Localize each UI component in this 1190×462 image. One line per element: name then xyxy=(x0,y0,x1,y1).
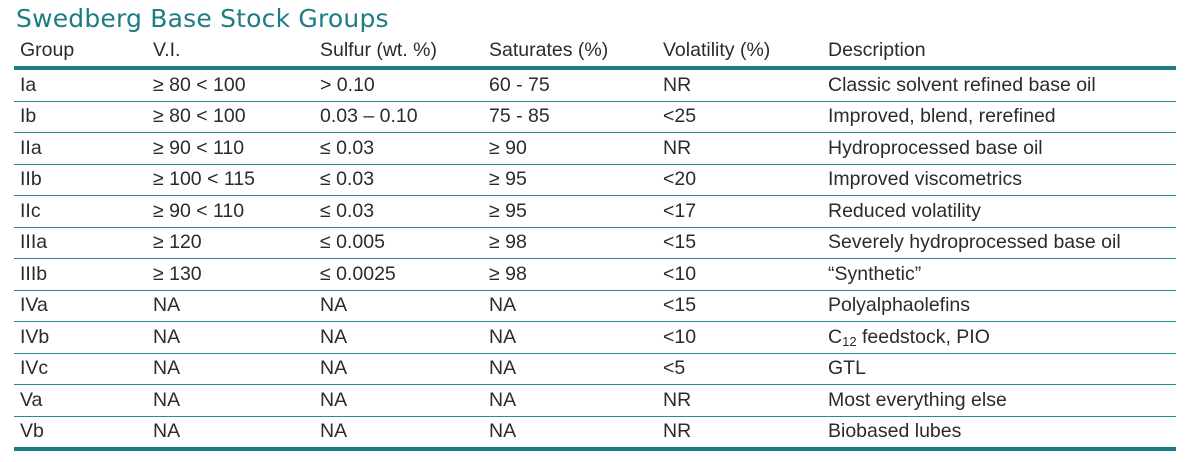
cell-saturates: ≥ 95 xyxy=(483,164,657,196)
cell-description: Hydroprocessed base oil xyxy=(822,132,1176,165)
formula-prefix: C xyxy=(828,325,843,348)
cell-saturates: NA xyxy=(483,384,657,417)
cell-sulfur: ≤ 0.005 xyxy=(314,227,483,259)
cell-volatility: <15 xyxy=(657,227,822,259)
cell-group: IVb xyxy=(14,321,147,354)
cell-group: IIIb xyxy=(14,258,147,291)
cell-saturates: NA xyxy=(483,353,657,385)
cell-volatility: NR xyxy=(657,416,822,451)
cell-saturates: 75 - 85 xyxy=(483,101,657,133)
cell-vi: ≥ 80 < 100 xyxy=(147,68,314,102)
cell-description: GTL xyxy=(822,353,1176,385)
cell-vi: NA xyxy=(147,416,314,451)
cell-description: “Synthetic” xyxy=(822,258,1176,291)
cell-description: Most everything else xyxy=(822,384,1176,417)
cell-sulfur: NA xyxy=(314,290,483,322)
cell-saturates: ≥ 90 xyxy=(483,132,657,165)
cell-vi: ≥ 130 xyxy=(147,258,314,291)
cell-group: IVc xyxy=(14,353,147,385)
header-vi: V.I. xyxy=(147,35,314,70)
cell-saturates: ≥ 95 xyxy=(483,195,657,228)
cell-vi: ≥ 90 < 110 xyxy=(147,132,314,165)
cell-sulfur: ≤ 0.03 xyxy=(314,195,483,228)
cell-sulfur: > 0.10 xyxy=(314,68,483,102)
table-row: Va NA NA NA NR Most everything else xyxy=(14,384,1176,417)
table-row: IIIb ≥ 130 ≤ 0.0025 ≥ 98 <10 “Synthetic” xyxy=(14,258,1176,291)
cell-vi: NA xyxy=(147,321,314,354)
table-title: Swedberg Base Stock Groups xyxy=(16,4,389,33)
cell-vi: ≥ 100 < 115 xyxy=(147,164,314,196)
table-row: Vb NA NA NA NR Biobased lubes xyxy=(14,416,1176,451)
cell-saturates: NA xyxy=(483,290,657,322)
formula-subscript: 12 xyxy=(842,333,857,349)
cell-volatility: <10 xyxy=(657,321,822,354)
cell-group: Vb xyxy=(14,416,147,451)
cell-vi: ≥ 120 xyxy=(147,227,314,259)
table-row: IVa NA NA NA <15 Polyalphaolefins xyxy=(14,290,1176,322)
cell-saturates: NA xyxy=(483,416,657,451)
header-description: Description xyxy=(822,35,1176,70)
cell-group: Ib xyxy=(14,101,147,133)
cell-sulfur: NA xyxy=(314,416,483,451)
table-row: IIb ≥ 100 < 115 ≤ 0.03 ≥ 95 <20 Improved visc… xyxy=(14,164,1176,196)
header-row: Group V.I. Sulfur (wt. %) Saturates (%) … xyxy=(14,35,1176,70)
cell-group: IIc xyxy=(14,195,147,228)
table-row: IVb NA NA NA <10 C12 feedstock, PIO xyxy=(14,321,1176,354)
cell-description: Polyalphaolefins xyxy=(822,290,1176,322)
cell-saturates: 60 - 75 xyxy=(483,68,657,102)
cell-volatility: NR xyxy=(657,384,822,417)
cell-volatility: <25 xyxy=(657,101,822,133)
cell-sulfur: NA xyxy=(314,321,483,354)
table-body: Ia ≥ 80 < 100 > 0.10 60 - 75 NR Classic solve… xyxy=(14,68,1176,451)
cell-vi: ≥ 80 < 100 xyxy=(147,101,314,133)
cell-saturates: NA xyxy=(483,321,657,354)
cell-sulfur: 0.03 – 0.10 xyxy=(314,101,483,133)
cell-vi: NA xyxy=(147,353,314,385)
table-row: Ia ≥ 80 < 100 > 0.10 60 - 75 NR Classic solve… xyxy=(14,68,1176,102)
cell-sulfur: NA xyxy=(314,384,483,417)
cell-vi: NA xyxy=(147,384,314,417)
header-volatility: Volatility (%) xyxy=(657,35,822,70)
cell-description: Classic solvent refined base oil xyxy=(822,68,1176,102)
table-row: IIIa ≥ 120 ≤ 0.005 ≥ 98 <15 Severely hydropro… xyxy=(14,227,1176,259)
cell-group: IIb xyxy=(14,164,147,196)
formula-suffix: feedstock, PIO xyxy=(856,325,990,348)
cell-description: Reduced volatility xyxy=(822,195,1176,228)
cell-sulfur: ≤ 0.0025 xyxy=(314,258,483,291)
cell-saturates: ≥ 98 xyxy=(483,227,657,259)
base-stock-table: Group V.I. Sulfur (wt. %) Saturates (%) … xyxy=(14,35,1176,451)
cell-saturates: ≥ 98 xyxy=(483,258,657,291)
header-saturates: Saturates (%) xyxy=(483,35,657,70)
cell-vi: NA xyxy=(147,290,314,322)
cell-sulfur: ≤ 0.03 xyxy=(314,164,483,196)
table-row: IIc ≥ 90 < 110 ≤ 0.03 ≥ 95 <17 Reduced volati… xyxy=(14,195,1176,228)
cell-description: Biobased lubes xyxy=(822,416,1176,451)
cell-volatility: NR xyxy=(657,68,822,102)
cell-volatility: NR xyxy=(657,132,822,165)
cell-description: C12 feedstock, PIO xyxy=(822,321,1176,354)
cell-group: IVa xyxy=(14,290,147,322)
cell-description: Severely hydroprocessed base oil xyxy=(822,227,1176,259)
cell-sulfur: ≤ 0.03 xyxy=(314,132,483,165)
table-row: IIa ≥ 90 < 110 ≤ 0.03 ≥ 90 NR Hydroprocessed … xyxy=(14,132,1176,165)
cell-group: IIIa xyxy=(14,227,147,259)
cell-volatility: <17 xyxy=(657,195,822,228)
cell-group: Ia xyxy=(14,68,147,102)
cell-volatility: <10 xyxy=(657,258,822,291)
cell-volatility: <15 xyxy=(657,290,822,322)
cell-vi: ≥ 90 < 110 xyxy=(147,195,314,228)
cell-group: IIa xyxy=(14,132,147,165)
header-sulfur: Sulfur (wt. %) xyxy=(314,35,483,70)
cell-description: Improved viscometrics xyxy=(822,164,1176,196)
cell-sulfur: NA xyxy=(314,353,483,385)
table-row: Ib ≥ 80 < 100 0.03 – 0.10 75 - 85 <25 Improve… xyxy=(14,101,1176,133)
cell-volatility: <5 xyxy=(657,353,822,385)
cell-description: Improved, blend, rerefined xyxy=(822,101,1176,133)
table-row: IVc NA NA NA <5 GTL xyxy=(14,353,1176,385)
cell-group: Va xyxy=(14,384,147,417)
header-group: Group xyxy=(14,35,147,70)
cell-volatility: <20 xyxy=(657,164,822,196)
